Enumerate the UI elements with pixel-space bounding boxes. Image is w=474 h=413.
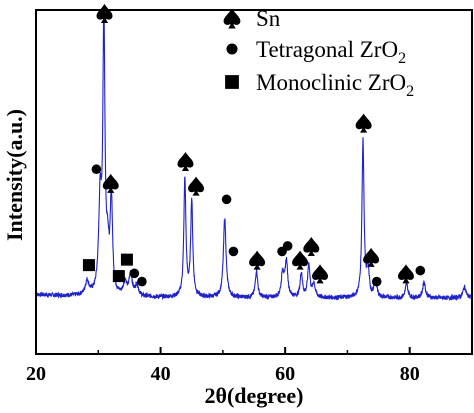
plot-frame xyxy=(35,9,473,355)
square-marker xyxy=(112,270,125,283)
circle-marker xyxy=(415,265,426,276)
circle-marker xyxy=(221,194,232,205)
plot-area xyxy=(36,10,472,354)
xrd-pattern-line xyxy=(35,4,473,302)
legend-label: Sn xyxy=(256,6,281,31)
circle-marker xyxy=(371,276,382,287)
legend-square-marker xyxy=(225,75,239,89)
y-axis-title: Intensity(a.u.) xyxy=(2,109,27,241)
circle-marker xyxy=(129,268,140,279)
x-tick-label: 60 xyxy=(275,363,295,385)
legend-circle-marker xyxy=(226,43,238,55)
legend-label: Monoclinic ZrO2 xyxy=(256,70,414,100)
x-tick-label: 20 xyxy=(26,363,46,385)
circle-marker xyxy=(282,241,293,251)
x-tick-label: 40 xyxy=(151,363,171,385)
square-marker xyxy=(120,253,133,266)
circle-marker xyxy=(137,276,147,287)
x-tick-label: 80 xyxy=(400,363,420,385)
circle-marker xyxy=(228,246,239,257)
peak-annotations xyxy=(82,4,426,287)
x-axis-title: 2θ(degree) xyxy=(204,383,303,408)
legend-label: Tetragonal ZrO2 xyxy=(256,37,406,67)
circle-marker xyxy=(91,164,102,175)
x-axis-ticks: 20 40 60 80 xyxy=(26,347,420,385)
square-marker xyxy=(82,259,95,272)
